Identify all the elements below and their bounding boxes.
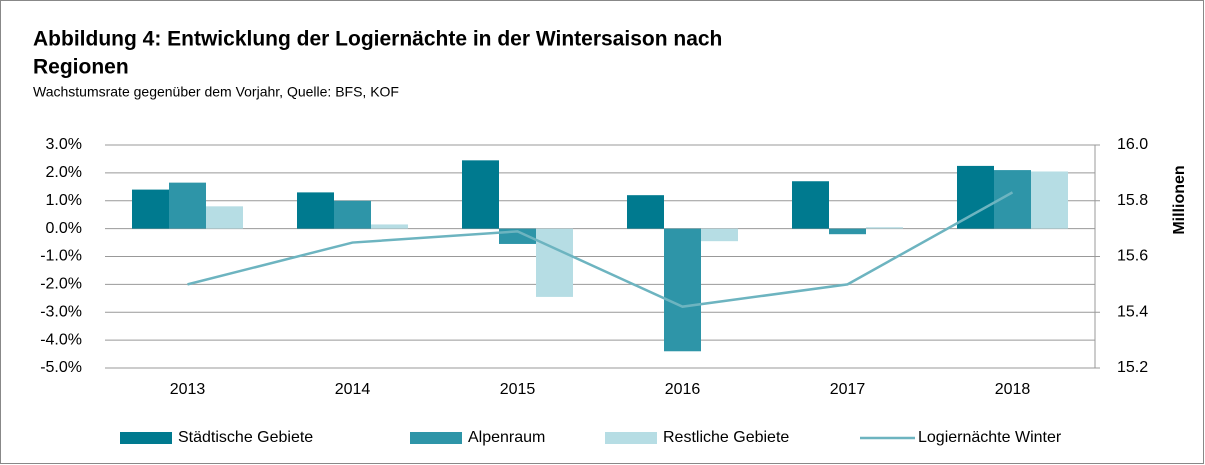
y-tick-label: 3.0% [46,136,82,153]
bar [1031,171,1068,229]
x-tick-label: 2016 [665,381,701,398]
y2-tick-label: 15.6 [1117,248,1148,265]
legend-swatch [410,432,462,444]
y-tick-label: -2.0% [40,276,82,293]
y2-tick-label: 16.0 [1117,136,1148,153]
y-tick-label: 1.0% [46,192,82,209]
subtitle: Wachstumsrate gegenüber dem Vorjahr, Que… [33,84,399,100]
legend-label: Logiernächte Winter [918,429,1062,446]
bar [334,200,371,229]
x-tick-label: 2017 [830,381,866,398]
bar [866,227,903,229]
y-tick-label: -3.0% [40,303,82,320]
y-tick-label: 2.0% [46,164,82,181]
bar [206,206,243,229]
bar [462,160,499,229]
legend-swatch [120,432,172,444]
bar [664,228,701,352]
y-tick-label: 0.0% [46,220,82,237]
bar [701,228,738,242]
chart-title: Regionen [33,56,129,79]
bar [627,195,664,229]
bar [169,182,206,229]
x-tick-label: 2014 [335,381,371,398]
bar [371,224,408,229]
line-series [187,191,1014,308]
y2-tick-label: 15.2 [1117,359,1148,376]
legend-swatch [605,432,657,444]
x-tick-label: 2015 [500,381,536,398]
legend-label: Städtische Gebiete [178,429,313,446]
chart-title: Abbildung 4: Entwicklung der Logiernächt… [33,28,722,51]
y-tick-label: -4.0% [40,331,82,348]
bar [829,228,866,235]
bar [297,192,334,229]
y-tick-label: -5.0% [40,359,82,376]
x-tick-label: 2018 [995,381,1031,398]
legend-label: Alpenraum [468,429,545,446]
y2-tick-label: 15.4 [1117,303,1148,320]
bar [957,165,994,229]
bar [132,189,169,229]
bar [536,228,573,297]
y-tick-label: -1.0% [40,248,82,265]
y2-tick-label: 15.8 [1117,192,1148,209]
y2-axis-label: Millionen [1171,165,1188,234]
legend-label: Restliche Gebiete [663,429,789,446]
x-tick-label: 2013 [170,381,206,398]
bar [792,181,829,229]
